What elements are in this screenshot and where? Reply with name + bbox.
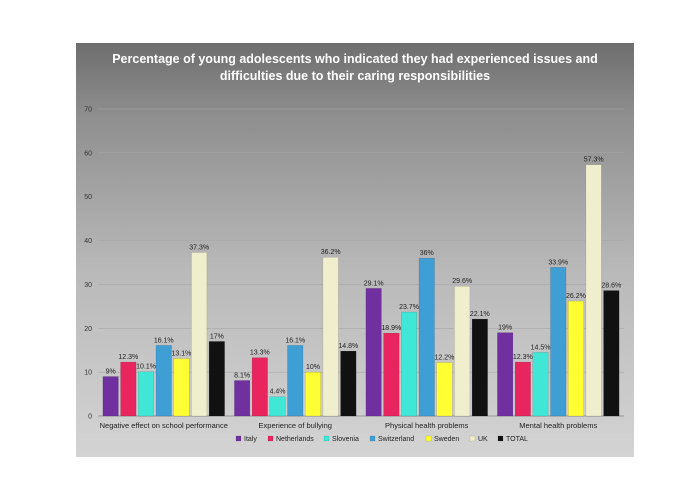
data-label-slovenia-0: 10.1% — [136, 364, 156, 371]
legend-label-switzerland: Switzerland — [378, 436, 414, 443]
data-label-uk-3: 57.3% — [584, 157, 604, 164]
bar-sweden-0 — [173, 358, 190, 417]
bar-italy-0 — [102, 376, 119, 417]
data-label-uk-0: 37.3% — [189, 244, 209, 251]
bar-slovenia-2 — [401, 311, 417, 417]
legend-swatch-italy — [235, 435, 242, 442]
bar-total-1 — [340, 350, 357, 417]
data-label-total-3: 28.6% — [601, 283, 621, 290]
bar-netherlands-3 — [514, 361, 531, 417]
data-label-italy-0: 9% — [106, 369, 116, 376]
chart-title: Percentage of young adolescents who indi… — [76, 51, 634, 85]
y-tick-label-70: 70 — [84, 107, 92, 114]
legend-swatch-uk — [469, 435, 476, 442]
bar-chart-svg: 0 10 20 30 40 50 60 70 9% 12.3% 10.1% 16.1% 13.1% 37.… — [84, 107, 624, 443]
legend-swatch-slovenia — [323, 435, 330, 442]
bar-italy-3 — [497, 332, 514, 417]
data-label-total-0: 17% — [210, 333, 224, 340]
bar-switzerland-0 — [155, 345, 172, 417]
bar-uk-3 — [585, 164, 602, 417]
data-label-slovenia-1: 4.4% — [270, 389, 286, 396]
legend-label-slovenia: Slovenia — [332, 436, 359, 443]
legend-swatch-sweden — [425, 435, 432, 442]
chart-panel: Percentage of young adolescents who indi… — [76, 43, 634, 457]
bar-netherlands-0 — [120, 361, 137, 417]
bar-netherlands-2 — [383, 332, 400, 417]
legend-swatch-netherlands — [267, 435, 274, 442]
data-label-switzerland-0: 16.1% — [154, 337, 174, 344]
data-label-sweden-3: 26.2% — [566, 293, 586, 300]
bar-total-2 — [471, 318, 488, 417]
x-category-label-2: Physical health problems — [385, 421, 469, 430]
bar-netherlands-1 — [251, 357, 268, 417]
legend-swatch-switzerland — [369, 435, 376, 442]
legend-swatch-total — [497, 435, 504, 442]
bar-sweden-2 — [436, 362, 453, 417]
bar-italy-1 — [234, 380, 251, 417]
bar-slovenia-1 — [269, 396, 286, 417]
bar-sweden-3 — [568, 300, 584, 417]
data-label-netherlands-1: 13.3% — [250, 350, 270, 357]
bar-total-0 — [208, 341, 225, 417]
y-tick-label-40: 40 — [84, 238, 92, 245]
data-label-italy-2: 29.1% — [364, 280, 384, 287]
data-label-uk-2: 29.6% — [452, 278, 472, 285]
bar-uk-2 — [454, 285, 471, 417]
legend-label-italy: Italy — [244, 436, 257, 443]
legend-label-sweden: Sweden — [434, 436, 459, 443]
x-category-label-3: Mental health problems — [519, 421, 597, 430]
legend-label-total: TOTAL — [506, 436, 528, 443]
bar-switzerland-2 — [418, 257, 435, 417]
bar-switzerland-1 — [287, 345, 304, 417]
y-tick-label-0: 0 — [88, 414, 92, 421]
data-label-slovenia-2: 23.7% — [399, 304, 419, 311]
data-label-netherlands-2: 18.9% — [381, 325, 401, 332]
data-label-sweden-1: 10% — [306, 364, 320, 371]
data-label-netherlands-3: 12.3% — [513, 354, 533, 361]
y-tick-label-20: 20 — [84, 326, 92, 333]
data-label-sweden-2: 12.2% — [435, 354, 455, 361]
legend-label-uk: UK — [478, 436, 488, 443]
data-label-switzerland-3: 33.9% — [548, 259, 568, 266]
y-tick-label-60: 60 — [84, 150, 92, 157]
data-label-netherlands-0: 12.3% — [118, 354, 138, 361]
bar-switzerland-3 — [550, 267, 567, 417]
y-tick-label-10: 10 — [84, 370, 92, 377]
data-label-uk-1: 36.2% — [321, 249, 341, 256]
chart-title-line-1: Percentage of young adolescents who indi… — [112, 52, 598, 66]
bar-slovenia-3 — [532, 352, 549, 417]
bar-uk-0 — [191, 252, 208, 417]
y-tick-label-50: 50 — [84, 194, 92, 201]
data-label-italy-1: 8.1% — [234, 372, 250, 379]
data-label-switzerland-2: 36% — [420, 250, 434, 257]
chart-title-line-2: difficulties due to their caring respons… — [219, 69, 491, 83]
data-label-sweden-0: 13.1% — [172, 351, 192, 358]
data-label-switzerland-1: 16.1% — [285, 337, 305, 344]
y-tick-label-30: 30 — [84, 282, 92, 289]
data-label-total-1: 14.8% — [338, 343, 358, 350]
x-category-label-1: Experience of bullying — [259, 421, 332, 430]
bar-total-3 — [603, 290, 620, 417]
x-category-label-0: Negative effect on school performance — [100, 421, 228, 430]
bar-slovenia-0 — [138, 371, 154, 417]
bar-uk-1 — [322, 257, 339, 417]
data-label-slovenia-3: 14.5% — [531, 344, 551, 351]
bar-italy-2 — [365, 288, 382, 417]
data-label-total-2: 22.1% — [470, 311, 490, 318]
bar-sweden-1 — [304, 371, 321, 417]
legend-label-netherlands: Netherlands — [276, 436, 314, 443]
data-label-italy-3: 19% — [498, 325, 512, 332]
